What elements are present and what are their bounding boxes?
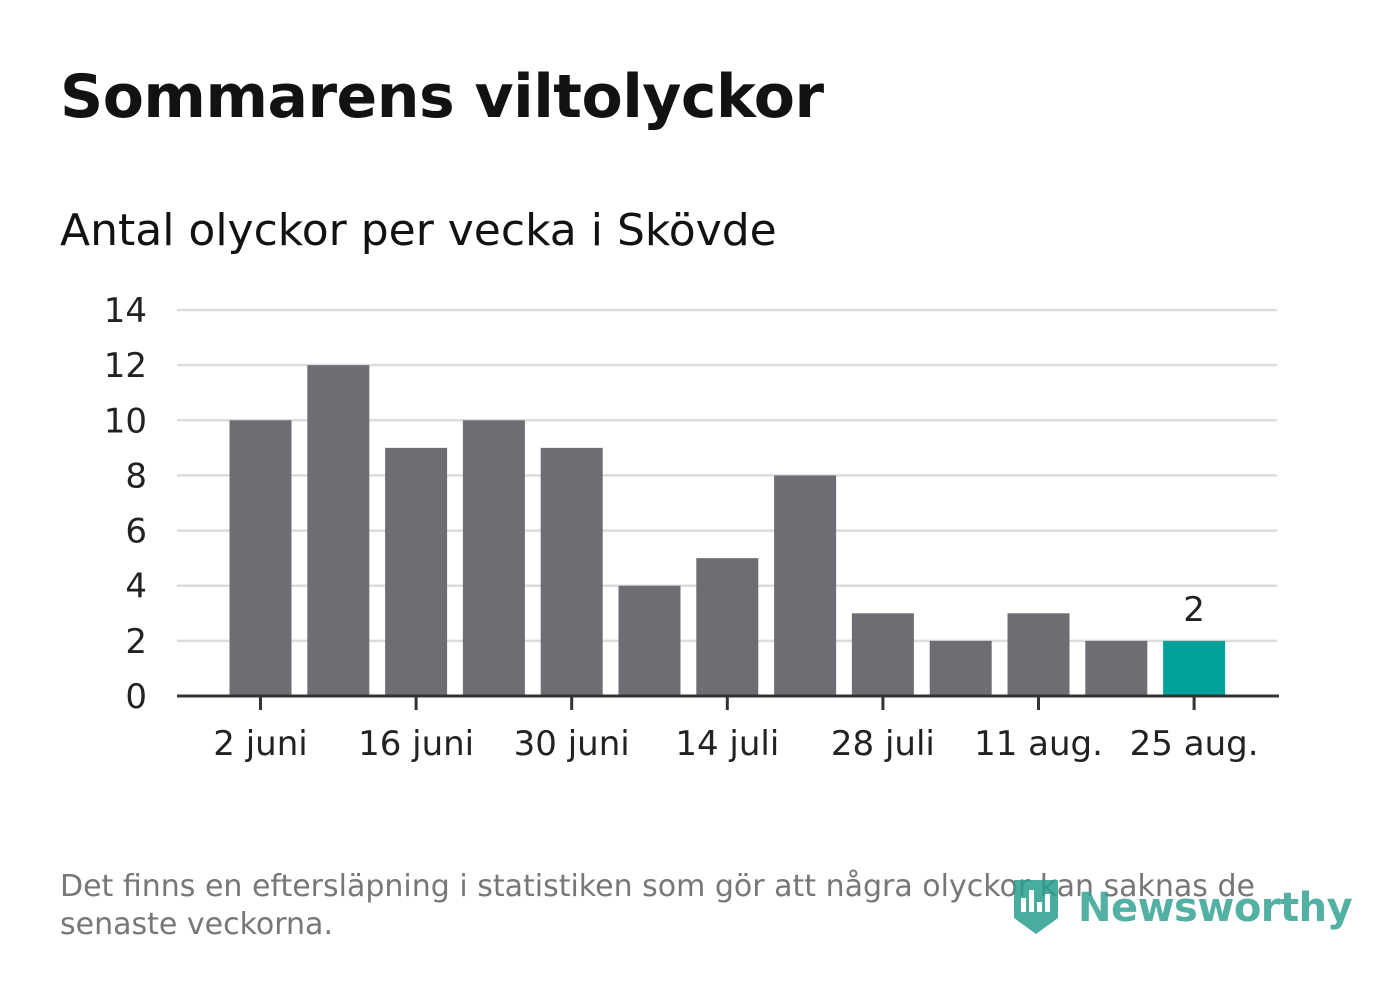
bar [851, 613, 914, 696]
bars [229, 365, 1226, 696]
x-tick-label: 25 aug. [1130, 724, 1259, 764]
axes [177, 694, 1279, 710]
y-tick-label: 8 [125, 456, 147, 496]
x-tick-label: 30 juni [514, 724, 630, 764]
bar [1007, 613, 1070, 696]
bar [540, 447, 603, 696]
y-tick-label: 2 [125, 622, 147, 662]
y-tick-label: 14 [104, 291, 147, 331]
x-tick-label: 28 juli [831, 724, 935, 764]
y-tick-label: 10 [104, 401, 147, 441]
y-tick-label: 6 [125, 512, 147, 552]
x-tick-label: 14 juli [675, 724, 779, 764]
brand-name: Newsworthy [1078, 885, 1353, 931]
bar [929, 640, 992, 696]
bar-value-label: 2 [1183, 590, 1205, 630]
y-tick-label: 4 [125, 567, 147, 607]
bar [229, 420, 292, 696]
bar [774, 475, 837, 696]
newsworthy-logo-icon [1014, 880, 1058, 934]
bar [462, 420, 525, 696]
x-tick-label: 2 juni [213, 724, 307, 764]
chart-subtitle: Antal olyckor per vecka i Skövde [60, 205, 777, 256]
bar [618, 585, 681, 696]
bar [696, 558, 759, 696]
x-tick-label: 11 aug. [974, 724, 1103, 764]
y-tick-label: 0 [125, 677, 147, 717]
bar [307, 365, 370, 696]
bar [1085, 640, 1148, 696]
labels: 0 2 4 6 8 10 12 14 2 juni 16 juni 30 juni 14 juli 28… [104, 291, 1259, 764]
y-tick-label: 12 [104, 346, 147, 386]
bar [1163, 640, 1226, 696]
brand-logo: Newsworthy [1010, 876, 1353, 940]
x-tick-label: 16 juni [358, 724, 474, 764]
bar [385, 447, 448, 696]
chart-title: Sommarens viltolyckor [60, 62, 824, 132]
